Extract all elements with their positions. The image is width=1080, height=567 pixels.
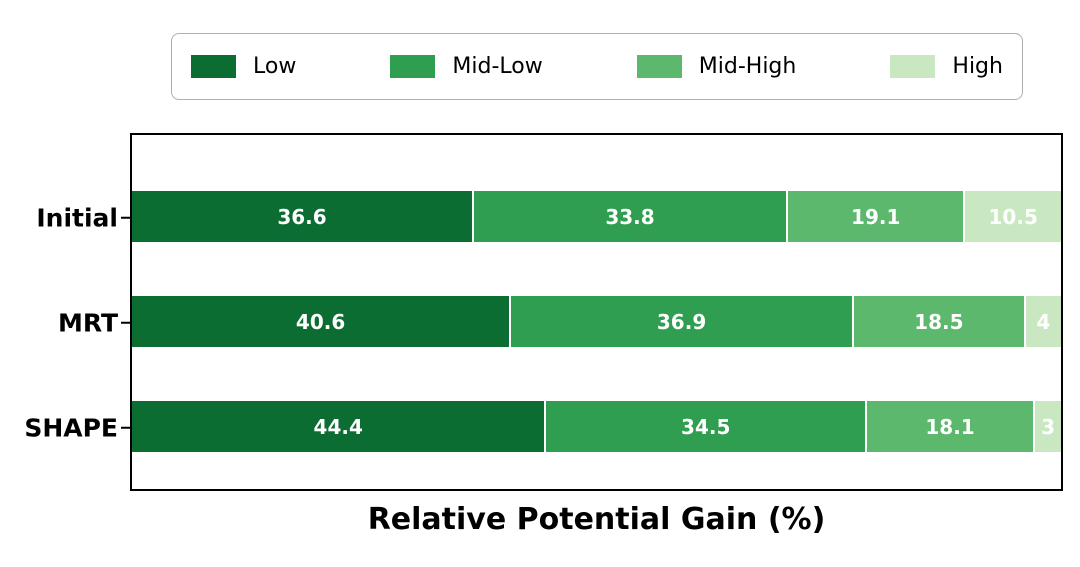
bar-value-label: 10.5 <box>988 204 1038 229</box>
segment-shape-mid-low: 34.5 <box>544 401 865 452</box>
legend-label: Mid-High <box>698 53 797 79</box>
legend-swatch-mid-high <box>636 55 682 78</box>
bar-value-label: 19.1 <box>851 204 901 229</box>
legend-swatch-high <box>890 55 936 78</box>
legend-label: Low <box>253 53 297 79</box>
y-tick-mark <box>121 216 130 219</box>
segment-shape-high: 3 <box>1033 401 1061 452</box>
bar-value-label: 33.8 <box>605 204 655 229</box>
legend-swatch-mid-low <box>390 55 436 78</box>
segment-initial-low: 36.6 <box>132 191 472 242</box>
legend-item-mid-high: Mid-High <box>636 53 797 79</box>
segment-mrt-high: 4 <box>1023 296 1061 347</box>
segment-shape-low: 44.4 <box>132 401 545 452</box>
bar-value-label: 34.5 <box>681 414 731 439</box>
bar-value-label: 40.6 <box>295 309 346 334</box>
bar-value-label: 3 <box>1041 414 1055 439</box>
y-tick-label-mrt: MRT <box>57 308 118 337</box>
bar-initial: 36.6 33.8 19.1 10.5 <box>132 191 1061 242</box>
bar-value-label: 18.1 <box>925 414 975 439</box>
bar-value-label: 18.5 <box>914 309 964 334</box>
y-tick-label-shape: SHAPE <box>24 413 118 442</box>
legend-item-low: Low <box>191 55 296 78</box>
segment-shape-mid-high: 18.1 <box>864 401 1034 452</box>
segment-mrt-mid-low: 36.9 <box>509 296 852 347</box>
legend-swatch-low <box>191 55 236 78</box>
legend-label: Mid-Low <box>452 53 543 79</box>
bar-value-label: 36.6 <box>277 204 327 229</box>
x-axis-title: Relative Potential Gain (%) <box>367 502 826 537</box>
y-tick-label-initial: Initial <box>36 203 118 232</box>
legend: Low Mid-Low Mid-High High <box>171 33 1023 100</box>
segment-initial-high: 10.5 <box>963 191 1061 242</box>
segment-initial-mid-high: 19.1 <box>786 191 964 242</box>
legend-item-high: High <box>890 55 1003 78</box>
legend-item-mid-low: Mid-Low <box>390 53 543 79</box>
bar-value-label: 36.9 <box>656 309 707 334</box>
plot-area: 36.6 33.8 19.1 10.5 40.6 36.9 18.5 4 44.4 34.5 18.… <box>130 133 1063 491</box>
segment-mrt-mid-high: 18.5 <box>851 296 1024 347</box>
bar-value-label: 44.4 <box>313 414 363 439</box>
bar-shape: 44.4 34.5 18.1 3 <box>132 401 1061 452</box>
bar-mrt: 40.6 36.9 18.5 4 <box>132 296 1061 347</box>
bar-value-label: 4 <box>1036 309 1051 334</box>
y-tick-mark <box>121 321 130 324</box>
legend-label: High <box>952 53 1003 79</box>
segment-mrt-low: 40.6 <box>132 296 510 347</box>
segment-initial-mid-low: 33.8 <box>472 191 786 242</box>
y-tick-mark <box>121 426 130 429</box>
